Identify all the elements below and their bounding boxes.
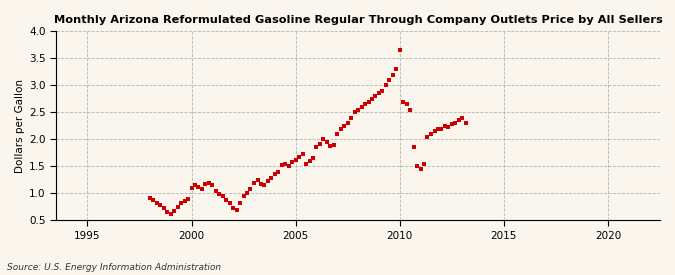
Point xyxy=(325,144,336,148)
Point xyxy=(203,180,214,185)
Point xyxy=(211,188,221,193)
Point xyxy=(356,105,367,109)
Point xyxy=(248,180,259,185)
Point xyxy=(342,121,353,125)
Point xyxy=(196,187,207,191)
Point xyxy=(300,161,311,166)
Point xyxy=(436,126,447,131)
Point xyxy=(460,121,471,125)
Point xyxy=(297,152,308,157)
Point xyxy=(412,164,423,169)
Title: Monthly Arizona Reformulated Gasoline Regular Through Company Outlets Price by A: Monthly Arizona Reformulated Gasoline Re… xyxy=(54,15,662,25)
Point xyxy=(384,78,395,82)
Point xyxy=(176,201,186,205)
Point xyxy=(346,116,356,120)
Point xyxy=(252,178,263,182)
Point xyxy=(165,212,176,216)
Point xyxy=(439,124,450,128)
Point xyxy=(304,159,315,163)
Point xyxy=(224,201,235,205)
Point xyxy=(454,118,464,123)
Point xyxy=(276,163,287,167)
Point xyxy=(339,124,350,128)
Point xyxy=(308,156,319,160)
Point xyxy=(353,108,364,112)
Point xyxy=(180,199,190,204)
Point xyxy=(349,110,360,114)
Point xyxy=(425,132,436,136)
Point xyxy=(255,182,266,186)
Point xyxy=(162,210,173,214)
Point xyxy=(394,48,405,53)
Point xyxy=(193,185,204,189)
Point xyxy=(415,167,426,171)
Point xyxy=(144,196,155,200)
Point xyxy=(294,155,304,159)
Point xyxy=(238,194,249,198)
Point xyxy=(433,126,443,131)
Point xyxy=(263,179,273,184)
Point xyxy=(381,83,392,87)
Point xyxy=(169,208,180,213)
Point xyxy=(232,207,242,212)
Point xyxy=(328,142,339,147)
Point xyxy=(443,125,454,130)
Text: Source: U.S. Energy Information Administration: Source: U.S. Energy Information Administ… xyxy=(7,263,221,272)
Point xyxy=(190,183,200,188)
Point xyxy=(159,206,169,211)
Point xyxy=(401,102,412,106)
Point xyxy=(422,134,433,139)
Point xyxy=(269,172,280,177)
Point xyxy=(387,72,398,77)
Point xyxy=(405,108,416,112)
Point xyxy=(450,121,461,125)
Y-axis label: Dollars per Gallon: Dollars per Gallon xyxy=(15,79,25,173)
Point xyxy=(151,200,162,205)
Point xyxy=(290,158,301,162)
Point xyxy=(321,140,332,144)
Point xyxy=(332,132,343,136)
Point xyxy=(273,169,284,174)
Point xyxy=(287,160,298,164)
Point xyxy=(363,99,374,104)
Point xyxy=(315,141,325,146)
Point xyxy=(311,145,322,150)
Point xyxy=(408,145,419,150)
Point xyxy=(242,191,252,196)
Point xyxy=(446,122,457,127)
Point xyxy=(370,94,381,98)
Point xyxy=(259,183,270,188)
Point xyxy=(214,192,225,197)
Point xyxy=(284,164,294,169)
Point xyxy=(373,91,384,96)
Point xyxy=(183,197,194,201)
Point xyxy=(200,182,211,186)
Point xyxy=(280,161,291,166)
Point xyxy=(266,176,277,180)
Point xyxy=(377,89,388,93)
Point xyxy=(172,205,183,209)
Point xyxy=(227,206,238,211)
Point xyxy=(398,99,408,104)
Point xyxy=(245,187,256,191)
Point xyxy=(217,194,228,198)
Point xyxy=(235,201,246,205)
Point xyxy=(221,198,232,202)
Point xyxy=(360,102,371,106)
Point xyxy=(155,203,165,207)
Point xyxy=(148,198,159,202)
Point xyxy=(418,161,429,166)
Point xyxy=(391,67,402,71)
Point xyxy=(207,183,218,188)
Point xyxy=(429,129,440,133)
Point xyxy=(335,126,346,131)
Point xyxy=(367,97,377,101)
Point xyxy=(318,137,329,142)
Point xyxy=(186,186,197,190)
Point xyxy=(457,116,468,120)
